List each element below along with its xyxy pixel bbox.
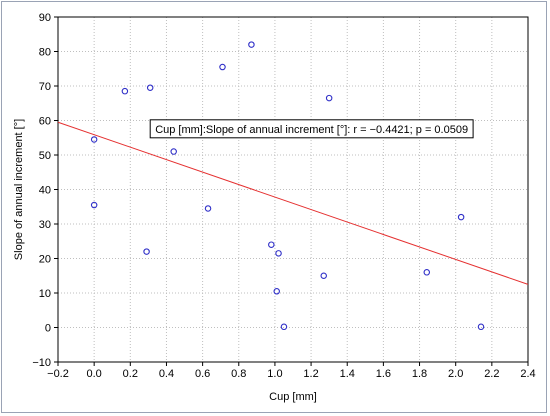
x-tick-label: −0.2: [47, 368, 69, 380]
annotation-box: [149, 119, 474, 139]
data-point: [121, 87, 129, 95]
regression-line: [57, 121, 529, 285]
data-point: [280, 323, 288, 331]
y-tick-label: 10: [39, 288, 51, 300]
x-tick-label: 1.4: [340, 368, 355, 380]
data-point: [170, 148, 177, 155]
y-tick-label: 0: [45, 323, 51, 335]
data-point: [273, 288, 280, 295]
y-tick-label: 50: [39, 150, 51, 162]
y-tick-label: 40: [39, 185, 51, 197]
x-tick-label: 2.0: [448, 368, 463, 380]
data-point: [477, 323, 485, 331]
y-axis-label: Slope of annual increment [°]: [13, 119, 25, 260]
x-tick-label: 0.8: [231, 368, 246, 380]
x-tick-label: 1.8: [412, 368, 427, 380]
data-points: [90, 41, 485, 331]
annotation-text: Cup [mm]:Slope of annual increment [°]: …: [155, 124, 468, 136]
data-point: [325, 94, 333, 102]
y-tick-label: 70: [39, 81, 51, 93]
x-tick-label: 0.4: [159, 368, 174, 380]
data-point: [423, 269, 431, 276]
y-tick-label: 20: [39, 254, 51, 266]
x-tick-label: 0.2: [123, 368, 138, 380]
x-tick-label: 2.2: [484, 368, 499, 380]
x-tick-label: 1.6: [376, 368, 391, 380]
regression-line-group: [57, 121, 529, 285]
y-tick-label: 30: [39, 219, 51, 231]
y-tick-label: 90: [39, 12, 51, 24]
x-axis-label: Cup [mm]: [269, 391, 317, 403]
data-point: [275, 250, 282, 257]
data-point: [457, 213, 465, 221]
x-tick-label: 1.2: [303, 368, 318, 380]
data-point: [219, 63, 226, 71]
x-tick-label: 0.6: [195, 368, 210, 380]
x-tick-label: 1.0: [267, 368, 282, 380]
data-point: [204, 205, 212, 212]
data-point: [143, 248, 150, 255]
annotation-group: Cup [mm]:Slope of annual increment [°]: …: [149, 119, 474, 139]
data-point: [90, 201, 98, 209]
y-tick-label: 80: [39, 47, 51, 59]
x-tick-label: 0.0: [87, 368, 102, 380]
axis-ticks: −0.2 0.0 0.2 0.4 0.6 0.8 1.0 1.2 1.4 1.6 1.8 2.0 2.2…: [32, 12, 535, 380]
y-tick-label: −10: [32, 357, 51, 369]
data-point: [248, 41, 255, 48]
data-point: [146, 84, 154, 91]
x-tick-label: 2.4: [520, 368, 535, 380]
grid: [57, 16, 529, 363]
y-tick-label: 60: [39, 116, 51, 128]
data-point: [90, 136, 98, 143]
data-point: [268, 241, 275, 248]
data-point: [320, 272, 327, 279]
